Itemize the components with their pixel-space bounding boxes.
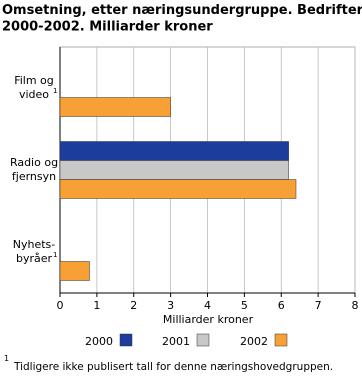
y-tick-label: Nyhets-byråer bbox=[13, 238, 56, 265]
footnote-marker: 1 bbox=[4, 354, 9, 363]
legend-label: 2002 bbox=[240, 335, 268, 348]
bar bbox=[59, 261, 90, 281]
bar bbox=[59, 141, 289, 161]
legend-swatch bbox=[274, 333, 288, 347]
x-tick-label: 4 bbox=[204, 299, 211, 312]
y-tick-label: Film og video bbox=[14, 74, 54, 101]
footnote-marker: 1 bbox=[53, 251, 57, 259]
x-tick-label: 5 bbox=[241, 299, 248, 312]
x-tick-label: 0 bbox=[57, 299, 64, 312]
bar bbox=[59, 97, 171, 117]
x-tick-label: 2 bbox=[130, 299, 137, 312]
x-tick-label: 7 bbox=[315, 299, 322, 312]
footnote: Tidligere ikke publisert tall for denne … bbox=[13, 361, 333, 373]
legend-label: 2000 bbox=[85, 335, 113, 348]
x-tick-label: 3 bbox=[167, 299, 174, 312]
bar bbox=[59, 179, 297, 199]
legend-label: 2001 bbox=[162, 335, 190, 348]
x-tick-label: 6 bbox=[278, 299, 285, 312]
footnote-marker: 1 bbox=[53, 87, 57, 95]
chart-title: Omsetning, etter næringsundergruppe. Bed… bbox=[2, 3, 362, 34]
x-tick-label: 8 bbox=[352, 299, 359, 312]
legend-swatch bbox=[119, 333, 133, 347]
y-tick-label: Radio og fjernsyn bbox=[10, 156, 58, 183]
x-tick-label: 1 bbox=[93, 299, 100, 312]
x-axis-label: Milliarder kroner bbox=[163, 313, 254, 326]
bar bbox=[59, 160, 289, 180]
legend-swatch bbox=[196, 333, 210, 347]
